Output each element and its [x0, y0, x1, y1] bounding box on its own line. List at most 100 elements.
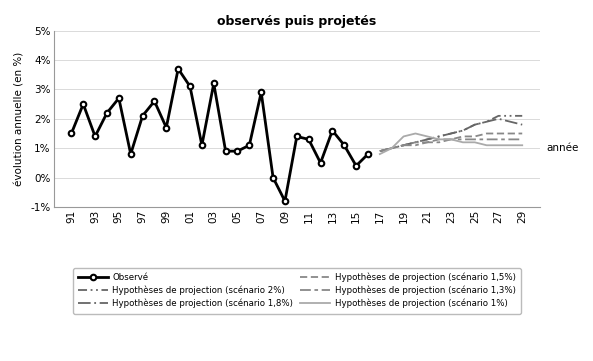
Observé: [139, 114, 146, 118]
Hypothèses de projection (scénario 1,5%): [377, 149, 384, 153]
Title: observés puis projetés: observés puis projetés: [217, 15, 377, 28]
Hypothèses de projection (scénario 1,3%): [400, 143, 407, 147]
Observé: [294, 134, 301, 139]
Y-axis label: évolution annuelle (en %): évolution annuelle (en %): [15, 52, 25, 186]
Hypothèses de projection (scénario 1,8%): [495, 117, 502, 121]
Hypothèses de projection (scénario 1%): [388, 146, 396, 151]
Hypothèses de projection (scénario 1,8%): [471, 122, 479, 127]
Hypothèses de projection (scénario 1,3%): [460, 137, 467, 142]
Hypothèses de projection (scénario 1%): [400, 134, 407, 139]
Observé: [151, 99, 158, 103]
Observé: [317, 161, 324, 165]
Line: Observé: Observé: [69, 66, 371, 204]
Hypothèses de projection (scénario 1%): [424, 134, 431, 139]
Hypothèses de projection (scénario 1%): [436, 137, 443, 142]
Observé: [91, 134, 98, 139]
Hypothèses de projection (scénario 1,5%): [448, 137, 455, 142]
Hypothèses de projection (scénario 1,3%): [483, 137, 490, 142]
Observé: [269, 175, 276, 180]
Hypothèses de projection (scénario 1%): [519, 143, 526, 147]
Observé: [162, 125, 170, 130]
Hypothèses de projection (scénario 1%): [471, 140, 479, 144]
Hypothèses de projection (scénario 1,8%): [483, 119, 490, 124]
Observé: [282, 199, 289, 203]
Observé: [174, 67, 181, 71]
Hypothèses de projection (scénario 1,8%): [460, 129, 467, 133]
Hypothèses de projection (scénario 1,8%): [436, 134, 443, 139]
Hypothèses de projection (scénario 1,3%): [495, 137, 502, 142]
Hypothèses de projection (scénario 2%): [471, 122, 479, 127]
Observé: [257, 90, 264, 95]
Hypothèses de projection (scénario 1,8%): [412, 140, 419, 144]
Hypothèses de projection (scénario 2%): [388, 146, 396, 151]
Observé: [246, 143, 253, 147]
Hypothèses de projection (scénario 1,5%): [483, 131, 490, 136]
Observé: [305, 137, 313, 142]
Hypothèses de projection (scénario 1,3%): [388, 146, 396, 151]
Hypothèses de projection (scénario 2%): [519, 114, 526, 118]
Observé: [353, 164, 360, 168]
Hypothèses de projection (scénario 1,3%): [436, 140, 443, 144]
Hypothèses de projection (scénario 1,5%): [436, 137, 443, 142]
Hypothèses de projection (scénario 1,8%): [448, 131, 455, 136]
Observé: [222, 149, 229, 153]
Hypothèses de projection (scénario 1,8%): [424, 137, 431, 142]
Hypothèses de projection (scénario 1%): [377, 152, 384, 156]
Hypothèses de projection (scénario 1,5%): [460, 134, 467, 139]
Observé: [234, 149, 241, 153]
Hypothèses de projection (scénario 1,8%): [377, 149, 384, 153]
Hypothèses de projection (scénario 2%): [507, 114, 514, 118]
Observé: [127, 152, 134, 156]
Hypothèses de projection (scénario 1,8%): [400, 143, 407, 147]
Hypothèses de projection (scénario 1,5%): [519, 131, 526, 136]
Hypothèses de projection (scénario 1%): [495, 143, 502, 147]
Line: Hypothèses de projection (scénario 1%): Hypothèses de projection (scénario 1%): [380, 134, 522, 154]
Hypothèses de projection (scénario 1%): [483, 143, 490, 147]
Observé: [329, 129, 336, 133]
Hypothèses de projection (scénario 1,5%): [507, 131, 514, 136]
Hypothèses de projection (scénario 1,5%): [471, 134, 479, 139]
Hypothèses de projection (scénario 1,5%): [388, 146, 396, 151]
Hypothèses de projection (scénario 2%): [448, 131, 455, 136]
Observé: [79, 102, 87, 106]
Hypothèses de projection (scénario 1,3%): [519, 137, 526, 142]
Hypothèses de projection (scénario 1%): [460, 140, 467, 144]
Hypothèses de projection (scénario 1,3%): [412, 143, 419, 147]
Line: Hypothèses de projection (scénario 1,5%): Hypothèses de projection (scénario 1,5%): [380, 134, 522, 151]
Hypothèses de projection (scénario 1%): [507, 143, 514, 147]
Observé: [341, 143, 348, 147]
Observé: [186, 84, 193, 88]
Hypothèses de projection (scénario 2%): [436, 134, 443, 139]
Hypothèses de projection (scénario 1,8%): [388, 146, 396, 151]
Hypothèses de projection (scénario 2%): [424, 137, 431, 142]
Hypothèses de projection (scénario 1%): [448, 137, 455, 142]
Hypothèses de projection (scénario 2%): [377, 149, 384, 153]
Hypothèses de projection (scénario 1,3%): [448, 137, 455, 142]
Hypothèses de projection (scénario 1,5%): [412, 140, 419, 144]
Line: Hypothèses de projection (scénario 2%): Hypothèses de projection (scénario 2%): [380, 116, 522, 151]
Line: Hypothèses de projection (scénario 1,8%): Hypothèses de projection (scénario 1,8%): [380, 119, 522, 151]
Hypothèses de projection (scénario 1,3%): [471, 137, 479, 142]
Legend: Observé, Hypothèses de projection (scénario 2%), Hypothèses de projection (scéna: Observé, Hypothèses de projection (scéna…: [73, 268, 521, 313]
Hypothèses de projection (scénario 2%): [400, 143, 407, 147]
Observé: [115, 96, 122, 100]
Hypothèses de projection (scénario 1,8%): [519, 122, 526, 127]
Hypothèses de projection (scénario 1%): [412, 131, 419, 136]
Observé: [210, 81, 217, 86]
Line: Hypothèses de projection (scénario 1,3%): Hypothèses de projection (scénario 1,3%): [380, 139, 522, 151]
Hypothèses de projection (scénario 1,5%): [424, 140, 431, 144]
Observé: [198, 143, 205, 147]
Hypothèses de projection (scénario 2%): [412, 140, 419, 144]
Hypothèses de projection (scénario 1,8%): [507, 119, 514, 124]
Text: année: année: [546, 143, 578, 153]
Hypothèses de projection (scénario 1,5%): [495, 131, 502, 136]
Hypothèses de projection (scénario 2%): [483, 119, 490, 124]
Hypothèses de projection (scénario 1,5%): [400, 143, 407, 147]
Observé: [103, 111, 110, 115]
Hypothèses de projection (scénario 2%): [460, 129, 467, 133]
Hypothèses de projection (scénario 1,3%): [424, 140, 431, 144]
Hypothèses de projection (scénario 1,3%): [377, 149, 384, 153]
Hypothèses de projection (scénario 1,3%): [507, 137, 514, 142]
Observé: [365, 152, 372, 156]
Hypothèses de projection (scénario 2%): [495, 114, 502, 118]
